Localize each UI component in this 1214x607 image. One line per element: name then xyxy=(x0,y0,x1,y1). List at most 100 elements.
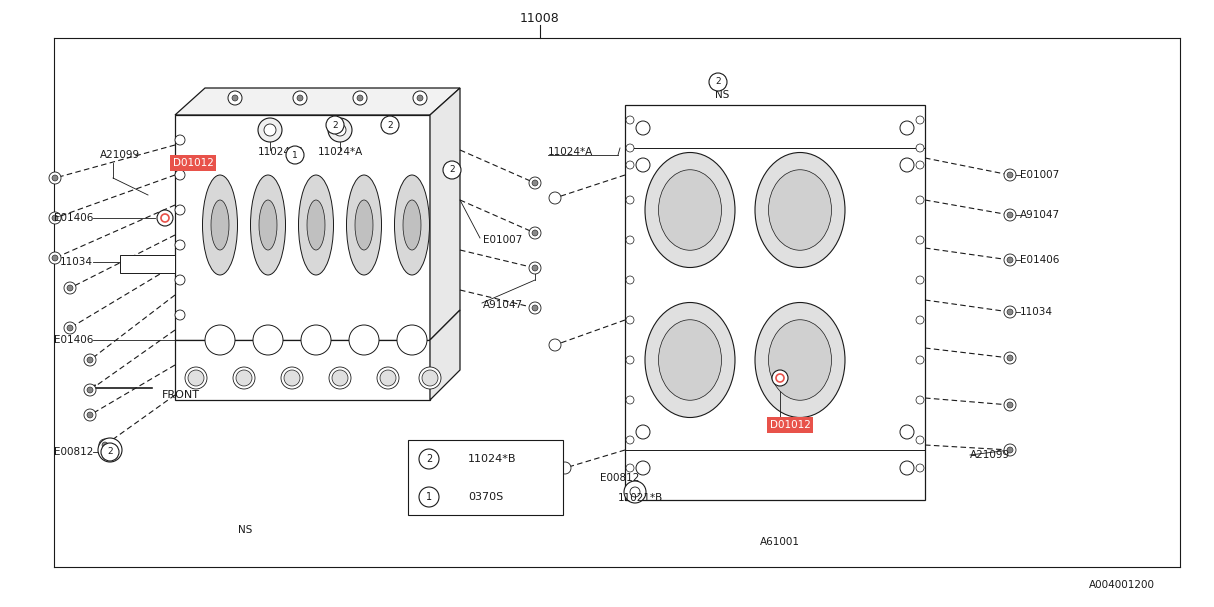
Ellipse shape xyxy=(378,367,399,389)
Text: 11021*B: 11021*B xyxy=(618,493,663,503)
Circle shape xyxy=(419,449,439,469)
Ellipse shape xyxy=(395,175,430,275)
Text: 0370S: 0370S xyxy=(469,492,504,502)
Ellipse shape xyxy=(307,200,325,250)
Circle shape xyxy=(549,339,561,351)
Circle shape xyxy=(49,252,61,264)
Circle shape xyxy=(1006,212,1012,218)
Circle shape xyxy=(917,356,924,364)
Circle shape xyxy=(67,325,73,331)
Circle shape xyxy=(175,205,185,215)
Circle shape xyxy=(636,461,649,475)
Circle shape xyxy=(98,438,121,462)
Polygon shape xyxy=(175,340,430,400)
Circle shape xyxy=(529,262,541,274)
Text: A91047: A91047 xyxy=(1020,210,1060,220)
Circle shape xyxy=(100,439,110,451)
Ellipse shape xyxy=(259,200,277,250)
Circle shape xyxy=(331,370,348,386)
Circle shape xyxy=(626,196,634,204)
Circle shape xyxy=(917,396,924,404)
Text: 2: 2 xyxy=(715,78,721,87)
Circle shape xyxy=(381,116,399,134)
Ellipse shape xyxy=(755,152,845,268)
Ellipse shape xyxy=(348,325,379,355)
Ellipse shape xyxy=(768,320,832,400)
Circle shape xyxy=(328,118,352,142)
Circle shape xyxy=(287,146,304,164)
Ellipse shape xyxy=(354,200,373,250)
Bar xyxy=(120,255,175,273)
Ellipse shape xyxy=(329,367,351,389)
Circle shape xyxy=(175,310,185,320)
Text: A21099: A21099 xyxy=(100,150,140,160)
Ellipse shape xyxy=(346,175,381,275)
Circle shape xyxy=(532,180,538,186)
Ellipse shape xyxy=(768,170,832,250)
Text: 11034: 11034 xyxy=(1020,307,1053,317)
Ellipse shape xyxy=(658,320,721,400)
Circle shape xyxy=(52,255,58,261)
Circle shape xyxy=(380,370,396,386)
Circle shape xyxy=(529,177,541,189)
Circle shape xyxy=(917,276,924,284)
Text: E01007: E01007 xyxy=(1020,170,1060,180)
Circle shape xyxy=(1004,352,1016,364)
Circle shape xyxy=(900,121,914,135)
Text: 11024*A: 11024*A xyxy=(318,147,363,157)
Circle shape xyxy=(236,370,253,386)
Text: D01012: D01012 xyxy=(172,158,214,168)
Circle shape xyxy=(87,412,93,418)
Circle shape xyxy=(175,275,185,285)
Text: E01406: E01406 xyxy=(1020,255,1060,265)
Circle shape xyxy=(228,91,242,105)
Circle shape xyxy=(175,170,185,180)
Circle shape xyxy=(327,116,344,134)
Circle shape xyxy=(626,236,634,244)
Circle shape xyxy=(1004,444,1016,456)
Text: D01012: D01012 xyxy=(770,420,811,430)
Circle shape xyxy=(443,161,461,179)
Circle shape xyxy=(917,236,924,244)
Text: A61001: A61001 xyxy=(760,537,800,547)
Circle shape xyxy=(419,487,439,507)
Polygon shape xyxy=(175,115,430,340)
Circle shape xyxy=(1004,399,1016,411)
Circle shape xyxy=(334,124,346,136)
Text: 11024*C: 11024*C xyxy=(259,147,304,157)
Ellipse shape xyxy=(253,325,283,355)
Circle shape xyxy=(709,73,727,91)
Text: 2: 2 xyxy=(426,454,432,464)
Ellipse shape xyxy=(233,367,255,389)
Text: 2: 2 xyxy=(333,121,337,129)
Circle shape xyxy=(49,172,61,184)
Circle shape xyxy=(1006,172,1012,178)
Circle shape xyxy=(636,425,649,439)
Text: FRONT: FRONT xyxy=(161,390,200,400)
Circle shape xyxy=(263,124,276,136)
Ellipse shape xyxy=(397,325,427,355)
Circle shape xyxy=(175,240,185,250)
Circle shape xyxy=(624,481,646,503)
Circle shape xyxy=(772,370,788,386)
Text: E01007: E01007 xyxy=(483,235,522,245)
Circle shape xyxy=(84,409,96,421)
Circle shape xyxy=(529,227,541,239)
Circle shape xyxy=(353,91,367,105)
Text: 11008: 11008 xyxy=(520,12,560,24)
Circle shape xyxy=(52,175,58,181)
Circle shape xyxy=(87,357,93,363)
Polygon shape xyxy=(430,88,460,340)
Circle shape xyxy=(102,442,108,448)
Polygon shape xyxy=(175,88,460,115)
Circle shape xyxy=(232,95,238,101)
Circle shape xyxy=(284,370,300,386)
Circle shape xyxy=(1006,447,1012,453)
Circle shape xyxy=(1004,169,1016,181)
Circle shape xyxy=(64,322,76,334)
Circle shape xyxy=(636,158,649,172)
Ellipse shape xyxy=(403,200,421,250)
Circle shape xyxy=(626,436,634,444)
Circle shape xyxy=(1004,254,1016,266)
Circle shape xyxy=(626,464,634,472)
